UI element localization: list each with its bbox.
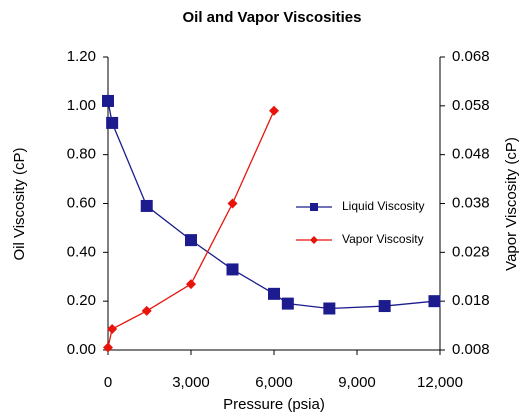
series-line — [107, 110, 275, 348]
y-tick-label: 0.40 — [67, 243, 96, 260]
y-tick-label: 0.80 — [67, 146, 96, 163]
marker — [103, 342, 113, 353]
x-tick-label: 3,000 — [172, 374, 210, 391]
x-axis-label: Pressure (psia) — [223, 396, 325, 413]
marker — [281, 297, 294, 310]
legend-label: Vapor Viscosity — [342, 232, 424, 246]
marker — [227, 198, 238, 209]
y2-tick-label: 0.068 — [452, 48, 490, 65]
marker — [102, 94, 114, 107]
chart-title: Oil and Vapor Viscosities — [183, 9, 362, 26]
y2-tick-label: 0.048 — [452, 146, 490, 163]
y2-tick-label: 0.038 — [452, 194, 490, 211]
marker — [268, 287, 280, 300]
y2-tick-label: 0.018 — [452, 292, 490, 309]
marker — [269, 105, 279, 116]
marker — [185, 234, 197, 247]
marker — [378, 300, 391, 313]
legend-label: Liquid Viscosity — [342, 199, 425, 213]
y-tick-label: 0.60 — [67, 194, 96, 211]
y-tick-label: 0.00 — [67, 341, 96, 358]
marker — [310, 236, 318, 244]
marker — [428, 295, 441, 308]
x-tick-label: 9,000 — [338, 374, 376, 391]
y-axis-label: Oil Viscosity (cP) — [11, 147, 28, 260]
y2-tick-label: 0.028 — [452, 243, 490, 260]
marker — [106, 116, 119, 129]
marker — [310, 203, 318, 211]
y-tick-label: 0.20 — [67, 292, 96, 309]
marker — [323, 302, 336, 315]
marker — [186, 279, 196, 290]
x-tick-label: 12,000 — [417, 374, 463, 391]
y-tick-label: 1.00 — [67, 97, 96, 114]
y-tick-label: 1.20 — [67, 48, 96, 65]
marker — [226, 263, 239, 276]
series-line — [107, 100, 435, 310]
x-tick-label: 0 — [104, 374, 112, 391]
marker — [107, 324, 118, 335]
marker — [141, 305, 152, 316]
y2-axis-label: Vapor Viscosity (cP) — [503, 137, 520, 271]
y2-tick-label: 0.058 — [452, 97, 490, 114]
y2-tick-label: 0.008 — [452, 341, 490, 358]
x-tick-label: 6,000 — [255, 374, 293, 391]
marker — [140, 199, 153, 212]
